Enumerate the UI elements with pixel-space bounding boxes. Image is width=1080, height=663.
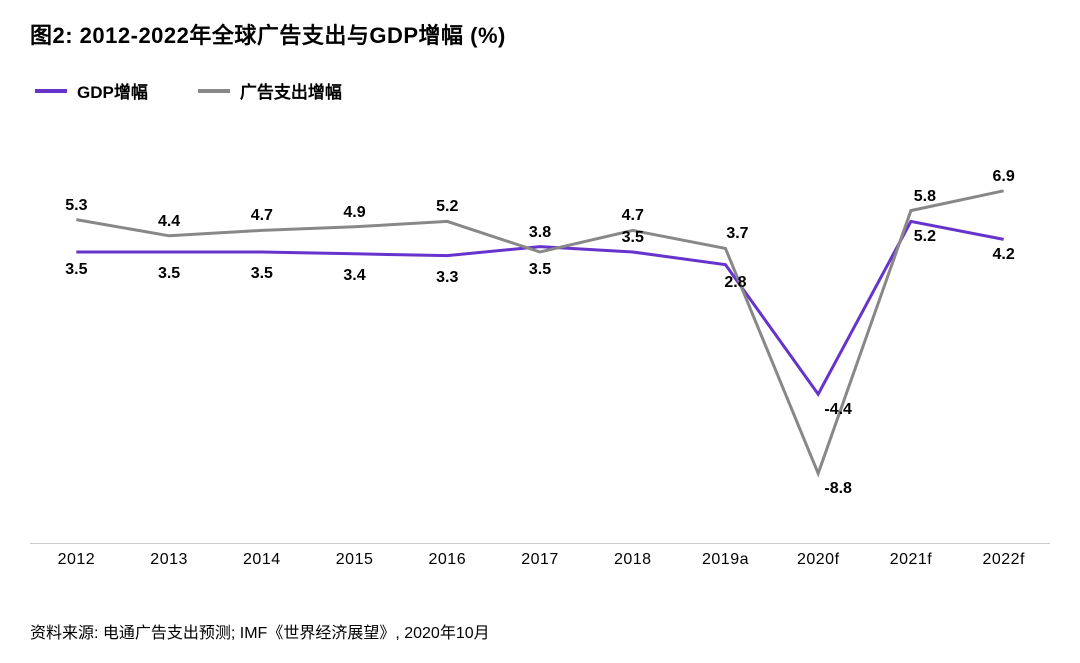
x-axis-label: 2013 (123, 551, 216, 569)
x-axis-label: 2014 (215, 551, 308, 569)
x-axis-label: 2020f (772, 551, 865, 569)
legend-swatch (198, 89, 230, 93)
x-axis-label: 2017 (494, 551, 587, 569)
data-point-label: 3.5 (529, 261, 551, 279)
data-point-label: 4.7 (622, 207, 644, 225)
x-axis-label: 2019a (679, 551, 772, 569)
data-point-label: 4.4 (158, 213, 180, 231)
data-point-label: 5.3 (65, 197, 87, 215)
data-point-label: 5.2 (914, 228, 936, 246)
x-axis-label: 2018 (586, 551, 679, 569)
line-chart-svg (30, 123, 1050, 543)
data-point-label: 5.8 (914, 188, 936, 206)
legend-label: GDP增幅 (77, 78, 148, 103)
x-axis-label: 2012 (30, 551, 123, 569)
data-point-label: 3.5 (158, 265, 180, 283)
data-point-label: -8.8 (824, 480, 852, 498)
chart-title: 图2: 2012-2022年全球广告支出与GDP增幅 (%) (30, 18, 1050, 50)
data-point-label: 3.5 (251, 265, 273, 283)
chart-plot-area: 20122013201420152016201720182019a2020f20… (30, 123, 1050, 583)
data-point-label: -4.4 (824, 401, 852, 419)
data-point-label: 6.9 (993, 168, 1015, 186)
data-point-label: 3.4 (343, 267, 365, 285)
data-point-label: 3.5 (622, 229, 644, 247)
legend-label: 广告支出增幅 (240, 78, 342, 103)
x-axis-label: 2022f (957, 551, 1050, 569)
data-point-label: 2.8 (724, 274, 746, 292)
x-axis-label: 2015 (308, 551, 401, 569)
legend-item-gdp: GDP增幅 (35, 78, 148, 103)
x-axis-label: 2021f (865, 551, 958, 569)
data-point-label: 3.8 (529, 224, 551, 242)
chart-source: 资料来源: 电通广告支出预测; IMF《世界经济展望》, 2020年10月 (30, 619, 490, 643)
x-axis-line (30, 543, 1050, 544)
data-point-label: 4.7 (251, 207, 273, 225)
data-point-label: 3.3 (436, 269, 458, 287)
data-point-label: 4.9 (343, 204, 365, 222)
data-point-label: 3.7 (726, 225, 748, 243)
data-point-label: 4.2 (993, 246, 1015, 264)
legend: GDP增幅 广告支出增幅 (30, 78, 1050, 103)
series-line (76, 221, 1003, 394)
x-axis-label: 2016 (401, 551, 494, 569)
legend-item-adspend: 广告支出增幅 (198, 78, 342, 103)
x-axis-labels: 20122013201420152016201720182019a2020f20… (30, 551, 1050, 569)
data-point-label: 5.2 (436, 198, 458, 216)
legend-swatch (35, 89, 67, 93)
data-point-label: 3.5 (65, 261, 87, 279)
